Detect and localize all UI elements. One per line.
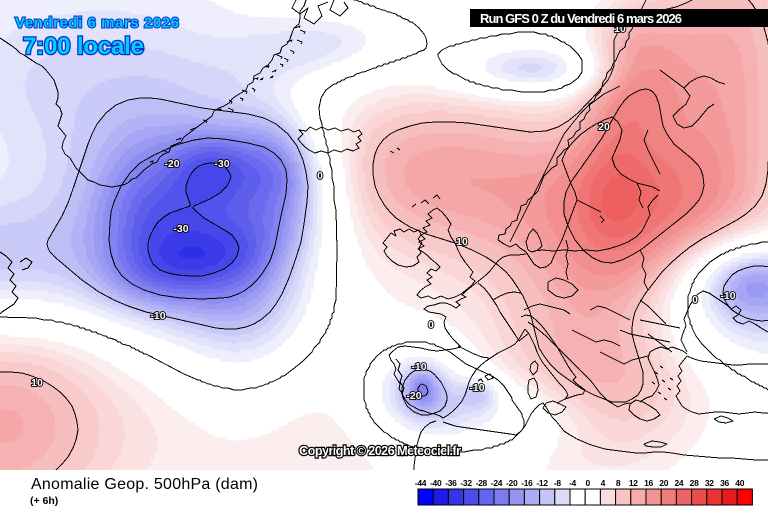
svg-text:-8: -8 — [554, 478, 562, 488]
svg-text:24: 24 — [674, 478, 683, 488]
svg-text:Run GFS 0 Z du Vendredi 6 mars: Run GFS 0 Z du Vendredi 6 mars 2026 — [480, 11, 682, 26]
svg-text:20: 20 — [659, 478, 668, 488]
svg-text:-20: -20 — [406, 390, 421, 402]
svg-text:Anomalie Geop. 500hPa (dam): Anomalie Geop. 500hPa (dam) — [31, 476, 258, 493]
svg-text:-20: -20 — [506, 478, 518, 488]
svg-text:-10: -10 — [469, 382, 484, 394]
svg-text:0: 0 — [692, 294, 698, 306]
svg-text:-4: -4 — [569, 478, 577, 488]
svg-text:(+ 6h): (+ 6h) — [30, 495, 58, 507]
svg-text:-40: -40 — [430, 478, 442, 488]
svg-text:12: 12 — [629, 478, 638, 488]
svg-text:0: 0 — [428, 319, 434, 331]
svg-text:40: 40 — [735, 478, 744, 488]
svg-text:-10: -10 — [720, 290, 735, 302]
svg-text:8: 8 — [616, 478, 621, 488]
svg-text:36: 36 — [720, 478, 729, 488]
svg-text:10: 10 — [31, 377, 43, 389]
svg-text:-10: -10 — [150, 310, 165, 322]
svg-text:0: 0 — [317, 170, 323, 182]
svg-text:32: 32 — [705, 478, 714, 488]
svg-text:-28: -28 — [476, 478, 488, 488]
svg-text:0: 0 — [585, 478, 590, 488]
svg-text:-30: -30 — [173, 223, 188, 235]
svg-text:-10: -10 — [411, 361, 426, 373]
svg-text:28: 28 — [690, 478, 699, 488]
svg-text:7:00 locale: 7:00 locale — [23, 33, 144, 60]
svg-text:-20: -20 — [164, 158, 179, 170]
svg-text:-32: -32 — [460, 478, 472, 488]
svg-text:20: 20 — [598, 121, 610, 133]
svg-text:-12: -12 — [536, 478, 548, 488]
svg-text:4: 4 — [601, 478, 606, 488]
svg-text:-24: -24 — [491, 478, 503, 488]
svg-text:Vendredi 6 mars 2026: Vendredi 6 mars 2026 — [15, 15, 179, 32]
svg-text:-16: -16 — [521, 478, 533, 488]
svg-text:16: 16 — [644, 478, 653, 488]
svg-text:-30: -30 — [214, 158, 229, 170]
svg-text:Copyright © 2026 Meteociel.fr: Copyright © 2026 Meteociel.fr — [299, 443, 461, 458]
svg-text:10: 10 — [456, 236, 468, 248]
svg-text:-36: -36 — [445, 478, 457, 488]
svg-text:-44: -44 — [415, 478, 427, 488]
